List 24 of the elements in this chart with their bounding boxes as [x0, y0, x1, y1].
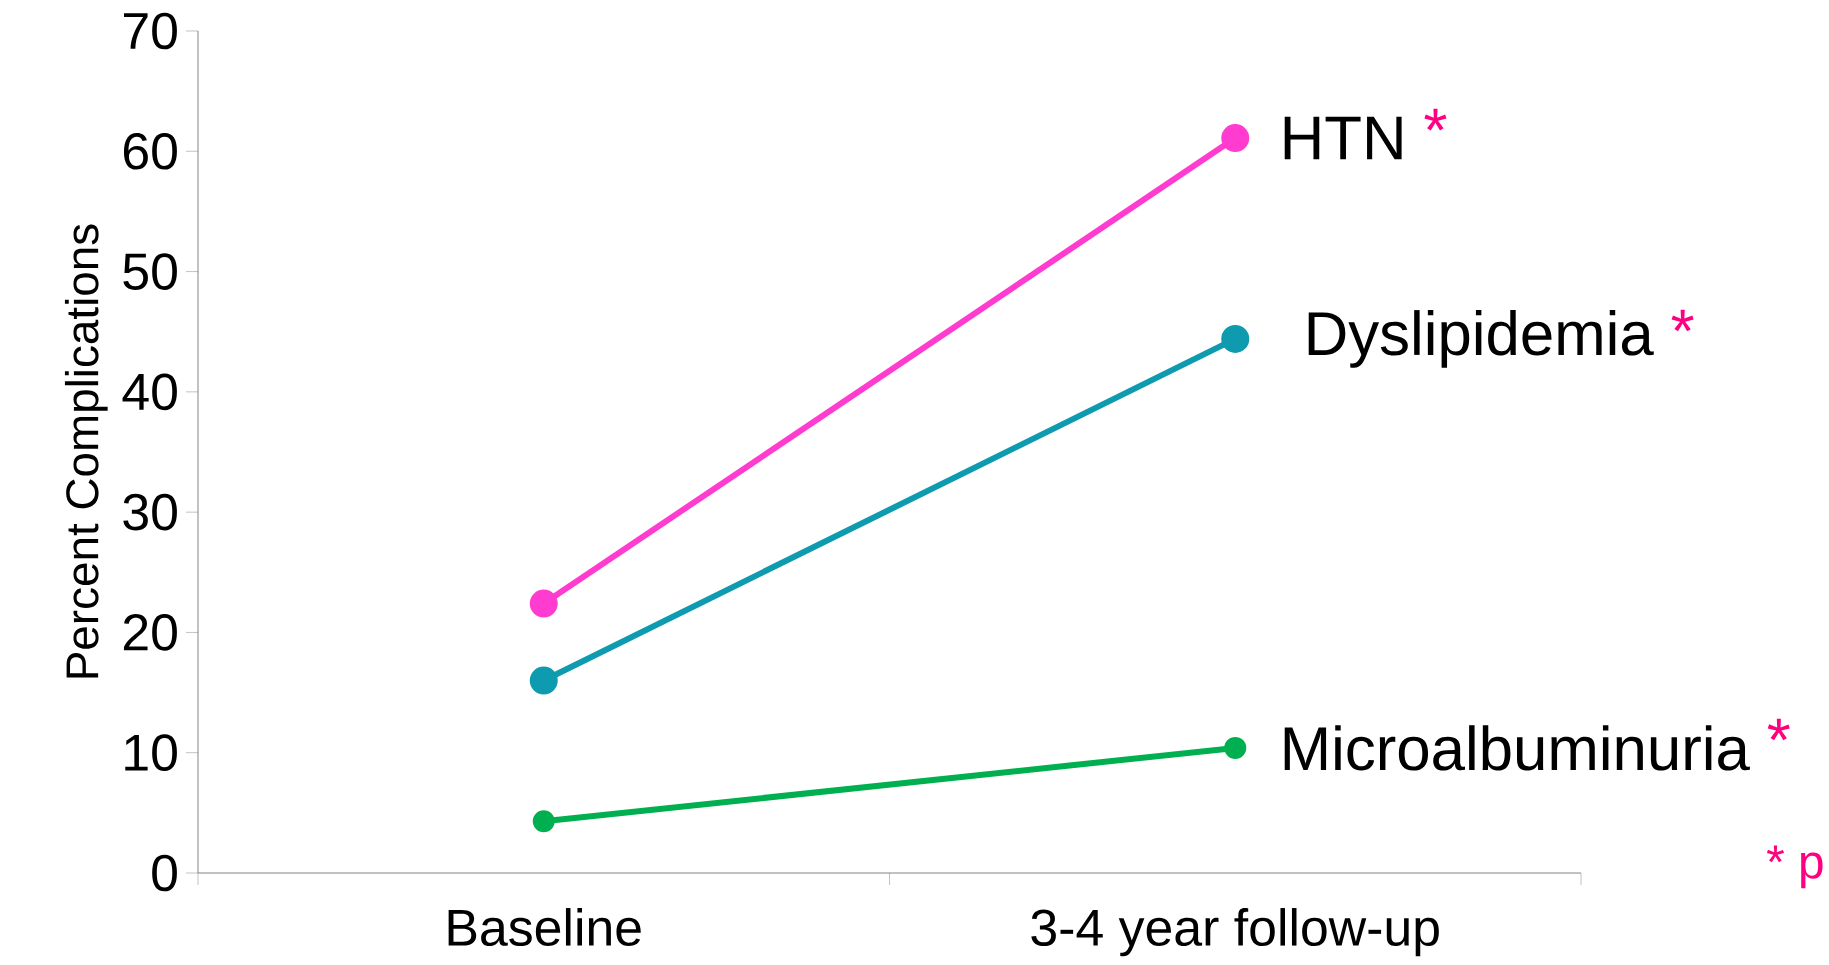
text: *	[1671, 309, 1694, 332]
y-tick-label: 0	[152, 854, 177, 892]
y-tick-label: 20	[123, 614, 177, 651]
x-tick-label: Baseline	[448, 908, 641, 947]
x-tick-label: 3-4 year follow-up	[1031, 908, 1439, 957]
legend-label: HTN	[1284, 116, 1402, 160]
point	[529, 666, 558, 695]
legend-label: Dyslipidemia	[1308, 310, 1654, 368]
y-tick-label: 10	[125, 734, 177, 772]
point	[532, 810, 555, 833]
y-tick-label: 50	[123, 253, 177, 290]
point	[1221, 324, 1250, 353]
point	[1221, 124, 1250, 153]
point	[529, 589, 558, 618]
annotation: *	[1424, 108, 1447, 131]
y-tick-label: 70	[123, 12, 177, 50]
series-label: Microalbuminuria	[1284, 725, 1750, 771]
y-tick-label: 60	[123, 132, 177, 170]
y-axis-title: Percent Complications	[64, 224, 108, 678]
y-tick-label: 40	[122, 373, 177, 411]
point	[1224, 736, 1247, 759]
text: * p	[1766, 845, 1823, 889]
y-tick-label: 30	[123, 493, 177, 531]
text: *	[1767, 718, 1790, 741]
